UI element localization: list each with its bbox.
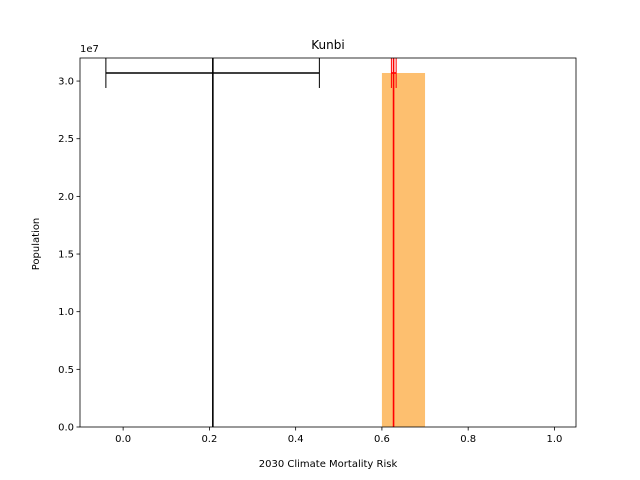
x-tick-label: 0.8 <box>460 434 476 445</box>
x-tick-label: 1.0 <box>546 434 562 445</box>
y-tick-label: 3.0 <box>58 77 74 88</box>
chart-title: Kunbi <box>311 38 344 52</box>
y-offset-label: 1e7 <box>80 44 99 55</box>
y-tick-label: 1.0 <box>58 307 74 318</box>
x-tick-label: 0.0 <box>115 434 131 445</box>
y-tick-label: 2.5 <box>58 134 74 145</box>
y-axis-label: Population <box>31 218 42 271</box>
x-tick-label: 0.6 <box>374 434 390 445</box>
x-tick-label: 0.2 <box>201 434 217 445</box>
y-axis: 0.0 0.5 1.0 1.5 2.0 2.5 3.0 <box>58 77 80 434</box>
y-tick-label: 0.0 <box>58 423 74 434</box>
x-tick-label: 0.4 <box>288 434 304 445</box>
y-tick-label: 0.5 <box>58 365 74 376</box>
x-axis: 0.0 0.2 0.4 0.6 0.8 1.0 <box>115 427 562 445</box>
histogram-bar <box>381 72 426 427</box>
y-tick-label: 1.5 <box>58 250 74 261</box>
plot-area <box>105 58 426 427</box>
y-tick-label: 2.0 <box>58 192 74 203</box>
plot-frame <box>79 57 577 428</box>
x-axis-label: 2030 Climate Mortality Risk <box>259 459 398 470</box>
